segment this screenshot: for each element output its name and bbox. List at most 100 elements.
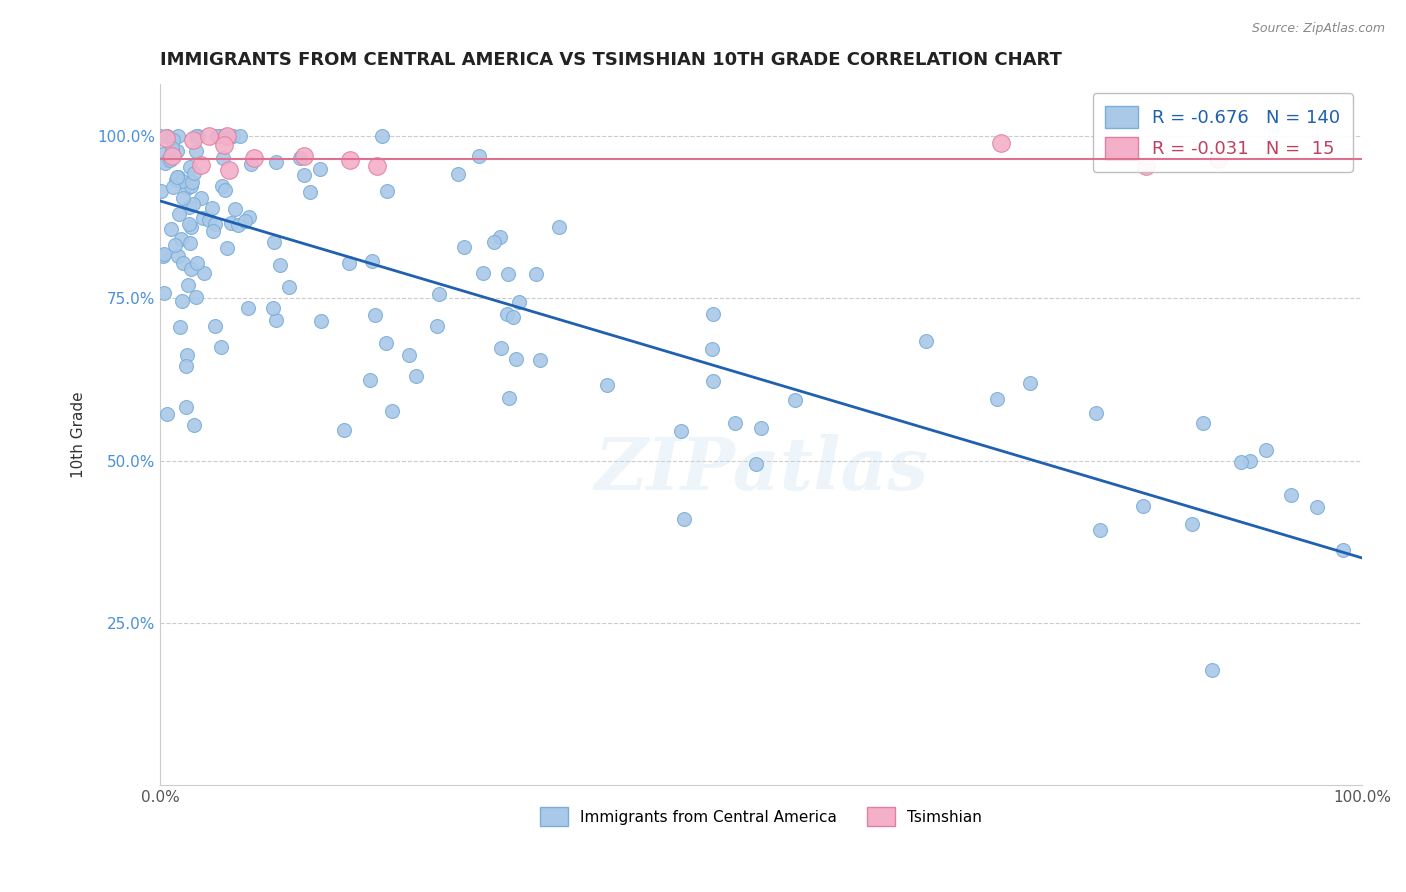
Point	[1192, 417, 1215, 431]
Text: Source: ZipAtlas.com: Source: ZipAtlas.com	[1251, 22, 1385, 36]
Point	[222, 129, 245, 144]
Point	[167, 207, 190, 221]
Point	[1254, 443, 1277, 458]
Point	[193, 266, 215, 280]
Point	[1135, 159, 1157, 173]
Point	[488, 230, 510, 244]
Point	[170, 232, 193, 246]
Point	[180, 179, 202, 194]
Point	[1019, 376, 1042, 391]
Point	[167, 249, 190, 263]
Point	[197, 212, 219, 227]
Point	[264, 155, 287, 169]
Point	[453, 240, 475, 254]
Point	[217, 129, 239, 144]
Point	[745, 458, 768, 472]
Point	[529, 353, 551, 368]
Point	[405, 368, 427, 383]
Point	[1305, 500, 1327, 515]
Point	[150, 184, 173, 198]
Point	[1201, 663, 1223, 677]
Point	[359, 373, 381, 387]
Point	[524, 268, 547, 282]
Point	[309, 161, 332, 176]
Point	[160, 222, 183, 236]
Point	[360, 254, 382, 268]
Point	[169, 319, 191, 334]
Point	[426, 319, 449, 334]
Point	[337, 256, 360, 270]
Text: IMMIGRANTS FROM CENTRAL AMERICA VS TSIMSHIAN 10TH GRADE CORRELATION CHART: IMMIGRANTS FROM CENTRAL AMERICA VS TSIMS…	[160, 51, 1062, 69]
Point	[783, 393, 806, 408]
Point	[174, 359, 197, 373]
Point	[986, 392, 1008, 407]
Point	[749, 420, 772, 434]
Point	[159, 153, 181, 167]
Point	[489, 341, 512, 355]
Point	[228, 218, 250, 232]
Point	[264, 313, 287, 327]
Point	[292, 169, 315, 183]
Point	[172, 256, 194, 270]
Point	[152, 249, 174, 263]
Point	[548, 220, 571, 235]
Point	[179, 160, 201, 174]
Point	[702, 375, 724, 389]
Point	[190, 191, 212, 205]
Point	[156, 129, 179, 144]
Point	[219, 215, 242, 229]
Point	[207, 129, 229, 144]
Point	[156, 407, 179, 421]
Point	[496, 307, 519, 321]
Point	[914, 334, 936, 348]
Point	[153, 285, 176, 300]
Point	[1206, 153, 1229, 167]
Point	[502, 310, 524, 324]
Point	[212, 151, 235, 165]
Point	[669, 424, 692, 438]
Point	[1239, 454, 1261, 468]
Point	[238, 211, 260, 225]
Point	[363, 309, 385, 323]
Point	[176, 180, 198, 194]
Point	[484, 235, 506, 249]
Point	[184, 144, 207, 158]
Point	[211, 179, 233, 194]
Point	[167, 169, 190, 184]
Point	[187, 129, 209, 144]
Point	[214, 129, 236, 144]
Point	[496, 267, 519, 281]
Point	[166, 170, 188, 185]
Point	[398, 348, 420, 362]
Point	[172, 191, 194, 205]
Point	[1181, 517, 1204, 532]
Point	[180, 220, 202, 235]
Point	[160, 141, 183, 155]
Point	[166, 144, 188, 158]
Point	[505, 352, 527, 367]
Point	[162, 180, 184, 194]
Point	[204, 217, 226, 231]
Point	[153, 247, 176, 261]
Point	[214, 183, 236, 197]
Point	[209, 340, 232, 354]
Point	[201, 202, 224, 216]
Point	[1230, 455, 1253, 469]
Point	[375, 335, 398, 350]
Point	[239, 156, 262, 170]
Point	[229, 129, 252, 144]
Point	[1279, 488, 1302, 502]
Point	[702, 307, 724, 321]
Point	[183, 417, 205, 432]
Point	[673, 512, 696, 526]
Point	[243, 151, 266, 165]
Point	[152, 147, 174, 161]
Point	[186, 256, 208, 270]
Point	[371, 129, 394, 144]
Point	[184, 290, 207, 304]
Point	[366, 159, 388, 173]
Point	[177, 277, 200, 292]
Point	[215, 241, 238, 255]
Point	[165, 173, 187, 187]
Point	[429, 287, 451, 301]
